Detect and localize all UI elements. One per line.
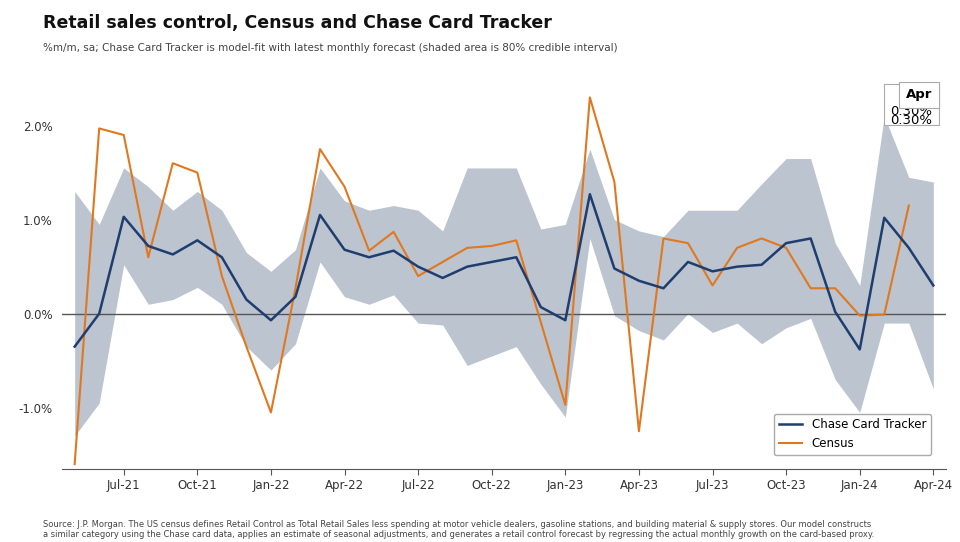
Chase Card Tracker (658, 285, 669, 292)
Chase Card Tracker (265, 317, 276, 324)
Chase Card Tracker (829, 308, 841, 315)
Census (69, 461, 81, 467)
Census (854, 312, 866, 319)
Chase Card Tracker (93, 311, 105, 317)
Census (413, 273, 424, 279)
Census (732, 244, 743, 251)
Chase Card Tracker (878, 215, 890, 221)
Chase Card Tracker (192, 237, 204, 243)
Census (290, 285, 301, 292)
Chase Card Tracker (363, 254, 374, 261)
Census (363, 247, 374, 254)
Census (167, 160, 179, 166)
Census (584, 94, 595, 101)
Text: Apr
0.30%: Apr 0.30% (890, 91, 932, 118)
Chase Card Tracker (69, 343, 81, 350)
Census (804, 285, 816, 292)
Legend: Chase Card Tracker, Census: Chase Card Tracker, Census (774, 414, 931, 455)
Chase Card Tracker (290, 294, 301, 300)
Census (486, 243, 497, 249)
Text: Retail sales control, Census and Chase Card Tracker: Retail sales control, Census and Chase C… (43, 14, 552, 31)
Census (118, 132, 130, 138)
Chase Card Tracker (780, 240, 792, 247)
Chase Card Tracker (142, 243, 154, 249)
Census (903, 202, 915, 209)
Chase Card Tracker (339, 247, 350, 253)
Census (609, 179, 620, 185)
Chase Card Tracker (118, 214, 130, 220)
Census (878, 311, 890, 318)
Chase Card Tracker (413, 263, 424, 270)
Census (93, 125, 105, 132)
Chase Card Tracker (732, 263, 743, 270)
Census (634, 428, 645, 435)
Chase Card Tracker (854, 346, 866, 353)
Census (535, 319, 546, 325)
Chase Card Tracker (216, 254, 228, 261)
Chase Card Tracker (609, 265, 620, 272)
Chase Card Tracker (756, 262, 767, 268)
Census (241, 343, 252, 350)
Chase Card Tracker (462, 263, 473, 270)
Chase Card Tracker (437, 275, 448, 281)
Census (388, 229, 399, 235)
Chase Card Tracker (634, 278, 645, 284)
Chase Card Tracker (903, 244, 915, 251)
Text: 0.30%: 0.30% (890, 114, 932, 127)
Census (265, 409, 276, 416)
Chase Card Tracker (683, 259, 694, 265)
Text: %m/m, sa; Chase Card Tracker is model-fit with latest monthly forecast (shaded a: %m/m, sa; Chase Card Tracker is model-fi… (43, 43, 618, 53)
Chase Card Tracker (707, 268, 718, 275)
Census (437, 259, 448, 265)
Census (216, 273, 228, 279)
Census (683, 240, 694, 247)
Census (511, 237, 522, 243)
Chase Card Tracker (927, 282, 939, 289)
Chase Card Tracker (388, 247, 399, 254)
Census (829, 285, 841, 292)
Text: Apr: Apr (906, 88, 932, 101)
Line: Census: Census (75, 98, 909, 464)
Chase Card Tracker (511, 254, 522, 261)
Census (756, 235, 767, 242)
Census (192, 169, 204, 176)
Chase Card Tracker (804, 235, 816, 242)
Line: Chase Card Tracker: Chase Card Tracker (75, 194, 933, 350)
Text: Source: J.P. Morgan. The US census defines Retail Control as Total Retail Sales : Source: J.P. Morgan. The US census defin… (43, 520, 875, 539)
Census (658, 235, 669, 242)
Chase Card Tracker (560, 317, 571, 324)
Chase Card Tracker (486, 259, 497, 265)
Census (560, 402, 571, 408)
Chase Card Tracker (584, 191, 595, 197)
Chase Card Tracker (241, 296, 252, 303)
Chase Card Tracker (314, 212, 325, 218)
Census (339, 184, 350, 190)
Chase Card Tracker (535, 304, 546, 311)
Chase Card Tracker (167, 251, 179, 257)
Census (314, 146, 325, 152)
Census (707, 282, 718, 289)
Census (462, 244, 473, 251)
Census (780, 244, 792, 251)
Census (142, 254, 154, 261)
